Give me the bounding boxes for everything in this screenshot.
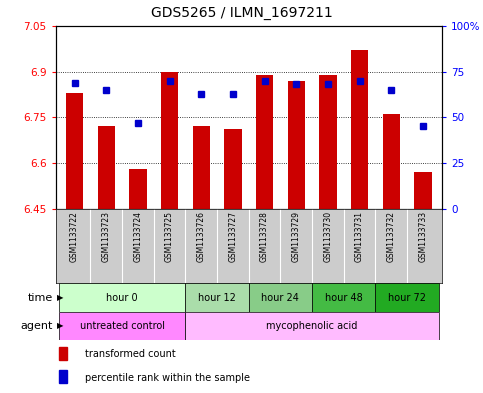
Text: mycophenolic acid: mycophenolic acid (267, 321, 358, 331)
Text: hour 72: hour 72 (388, 292, 426, 303)
Bar (129, 169, 147, 209)
Bar (414, 172, 432, 209)
Bar (59, 370, 67, 384)
Text: ▶: ▶ (57, 321, 63, 330)
Bar (224, 130, 242, 209)
Text: untreated control: untreated control (80, 321, 165, 331)
Text: hour 48: hour 48 (325, 292, 363, 303)
Text: GSM1133728: GSM1133728 (260, 211, 269, 262)
Bar (59, 347, 67, 360)
Text: GSM1133733: GSM1133733 (418, 211, 427, 262)
Text: GSM1133723: GSM1133723 (102, 211, 111, 262)
Text: agent: agent (21, 321, 53, 331)
Text: hour 0: hour 0 (106, 292, 138, 303)
Text: GSM1133726: GSM1133726 (197, 211, 206, 262)
Bar (249, 283, 312, 312)
Bar (375, 283, 439, 312)
Bar (161, 72, 178, 209)
Text: transformed count: transformed count (85, 349, 175, 359)
Text: ▶: ▶ (57, 293, 63, 302)
Bar (351, 50, 369, 209)
Bar (319, 75, 337, 209)
Text: GSM1133731: GSM1133731 (355, 211, 364, 262)
Text: GDS5265 / ILMN_1697211: GDS5265 / ILMN_1697211 (151, 6, 332, 20)
Bar (312, 283, 375, 312)
Bar (59, 312, 185, 340)
Bar (98, 127, 115, 209)
Bar (256, 75, 273, 209)
Text: percentile rank within the sample: percentile rank within the sample (85, 373, 250, 383)
Text: GSM1133722: GSM1133722 (70, 211, 79, 262)
Text: GSM1133727: GSM1133727 (228, 211, 238, 262)
Bar (185, 283, 249, 312)
Bar (59, 283, 185, 312)
Bar (185, 312, 439, 340)
Text: GSM1133730: GSM1133730 (324, 211, 332, 262)
Text: hour 12: hour 12 (198, 292, 236, 303)
Text: GSM1133724: GSM1133724 (133, 211, 142, 262)
Text: hour 24: hour 24 (261, 292, 299, 303)
Text: GSM1133729: GSM1133729 (292, 211, 301, 262)
Text: GSM1133725: GSM1133725 (165, 211, 174, 262)
Bar (383, 114, 400, 209)
Bar (193, 127, 210, 209)
Text: GSM1133732: GSM1133732 (387, 211, 396, 262)
Bar (66, 93, 83, 209)
Text: time: time (28, 292, 53, 303)
Bar (287, 81, 305, 209)
